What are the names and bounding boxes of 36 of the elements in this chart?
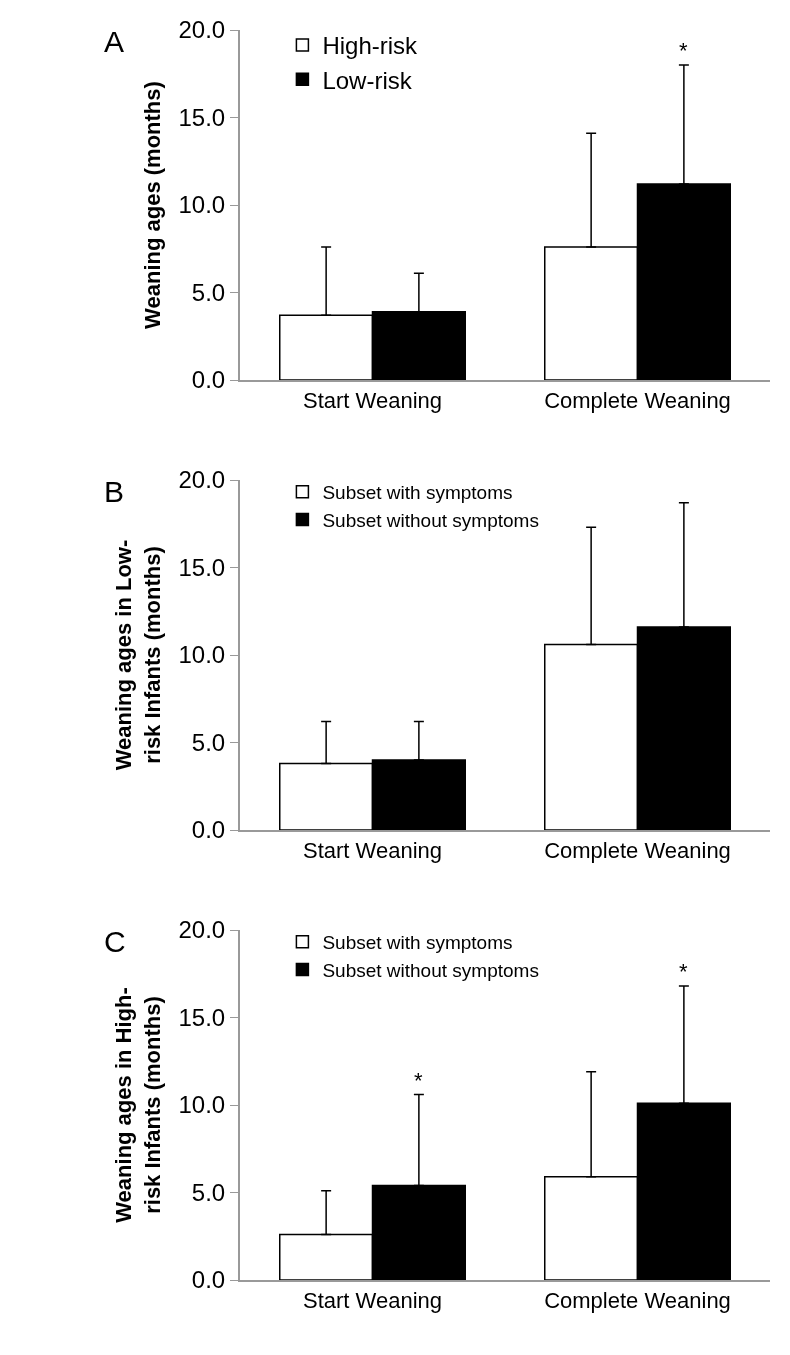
x-tick-label: Complete Weaning: [544, 1288, 731, 1314]
x-tick-label: Complete Weaning: [544, 838, 731, 864]
legend-label: Subset with symptoms: [322, 932, 513, 954]
text: C: [104, 925, 126, 958]
y-axis-title: Weaning ages (months): [139, 81, 165, 329]
y-tick-label: 20.0: [178, 16, 226, 44]
y-tick-label: 5.0: [191, 1178, 226, 1206]
legend-label: Subset with symptoms: [322, 482, 513, 504]
legend-label: Subset without symptoms: [322, 509, 539, 531]
y-tick-label: 10.0: [178, 641, 226, 669]
text: A: [104, 25, 125, 58]
y-tick-label: 0.0: [191, 1266, 226, 1294]
x-tick-label: Start Weaning: [302, 1288, 443, 1314]
x-tick-label: Start Weaning: [302, 388, 443, 414]
text: B: [104, 475, 125, 508]
legend-label: High-risk: [322, 32, 419, 60]
x-tick-label: Start Weaning: [302, 838, 443, 864]
y-tick-label: 0.0: [191, 366, 226, 394]
legend-label: Subset without symptoms: [322, 959, 539, 981]
y-tick-label: 15.0: [178, 553, 226, 581]
y-axis-title: Weaning ages in Low- risk Infants (months): [111, 539, 165, 771]
annotation: *: [679, 959, 688, 984]
y-tick-label: 10.0: [178, 191, 226, 219]
y-tick-label: 0.0: [191, 816, 226, 844]
y-tick-label: 15.0: [178, 1003, 226, 1031]
y-tick-label: 20.0: [178, 466, 226, 494]
annotation: *: [679, 38, 688, 63]
y-tick-label: 10.0: [178, 1091, 226, 1119]
y-tick-label: 5.0: [191, 278, 226, 306]
y-tick-label: 15.0: [178, 103, 226, 131]
y-tick-label: 20.0: [178, 916, 226, 944]
x-tick-label: Complete Weaning: [544, 388, 731, 414]
y-tick-label: 5.0: [191, 728, 226, 756]
annotation: *: [414, 1068, 423, 1093]
legend-label: Low-risk: [322, 66, 413, 94]
y-axis-title: Weaning ages in High- risk Infants (months): [111, 987, 165, 1223]
